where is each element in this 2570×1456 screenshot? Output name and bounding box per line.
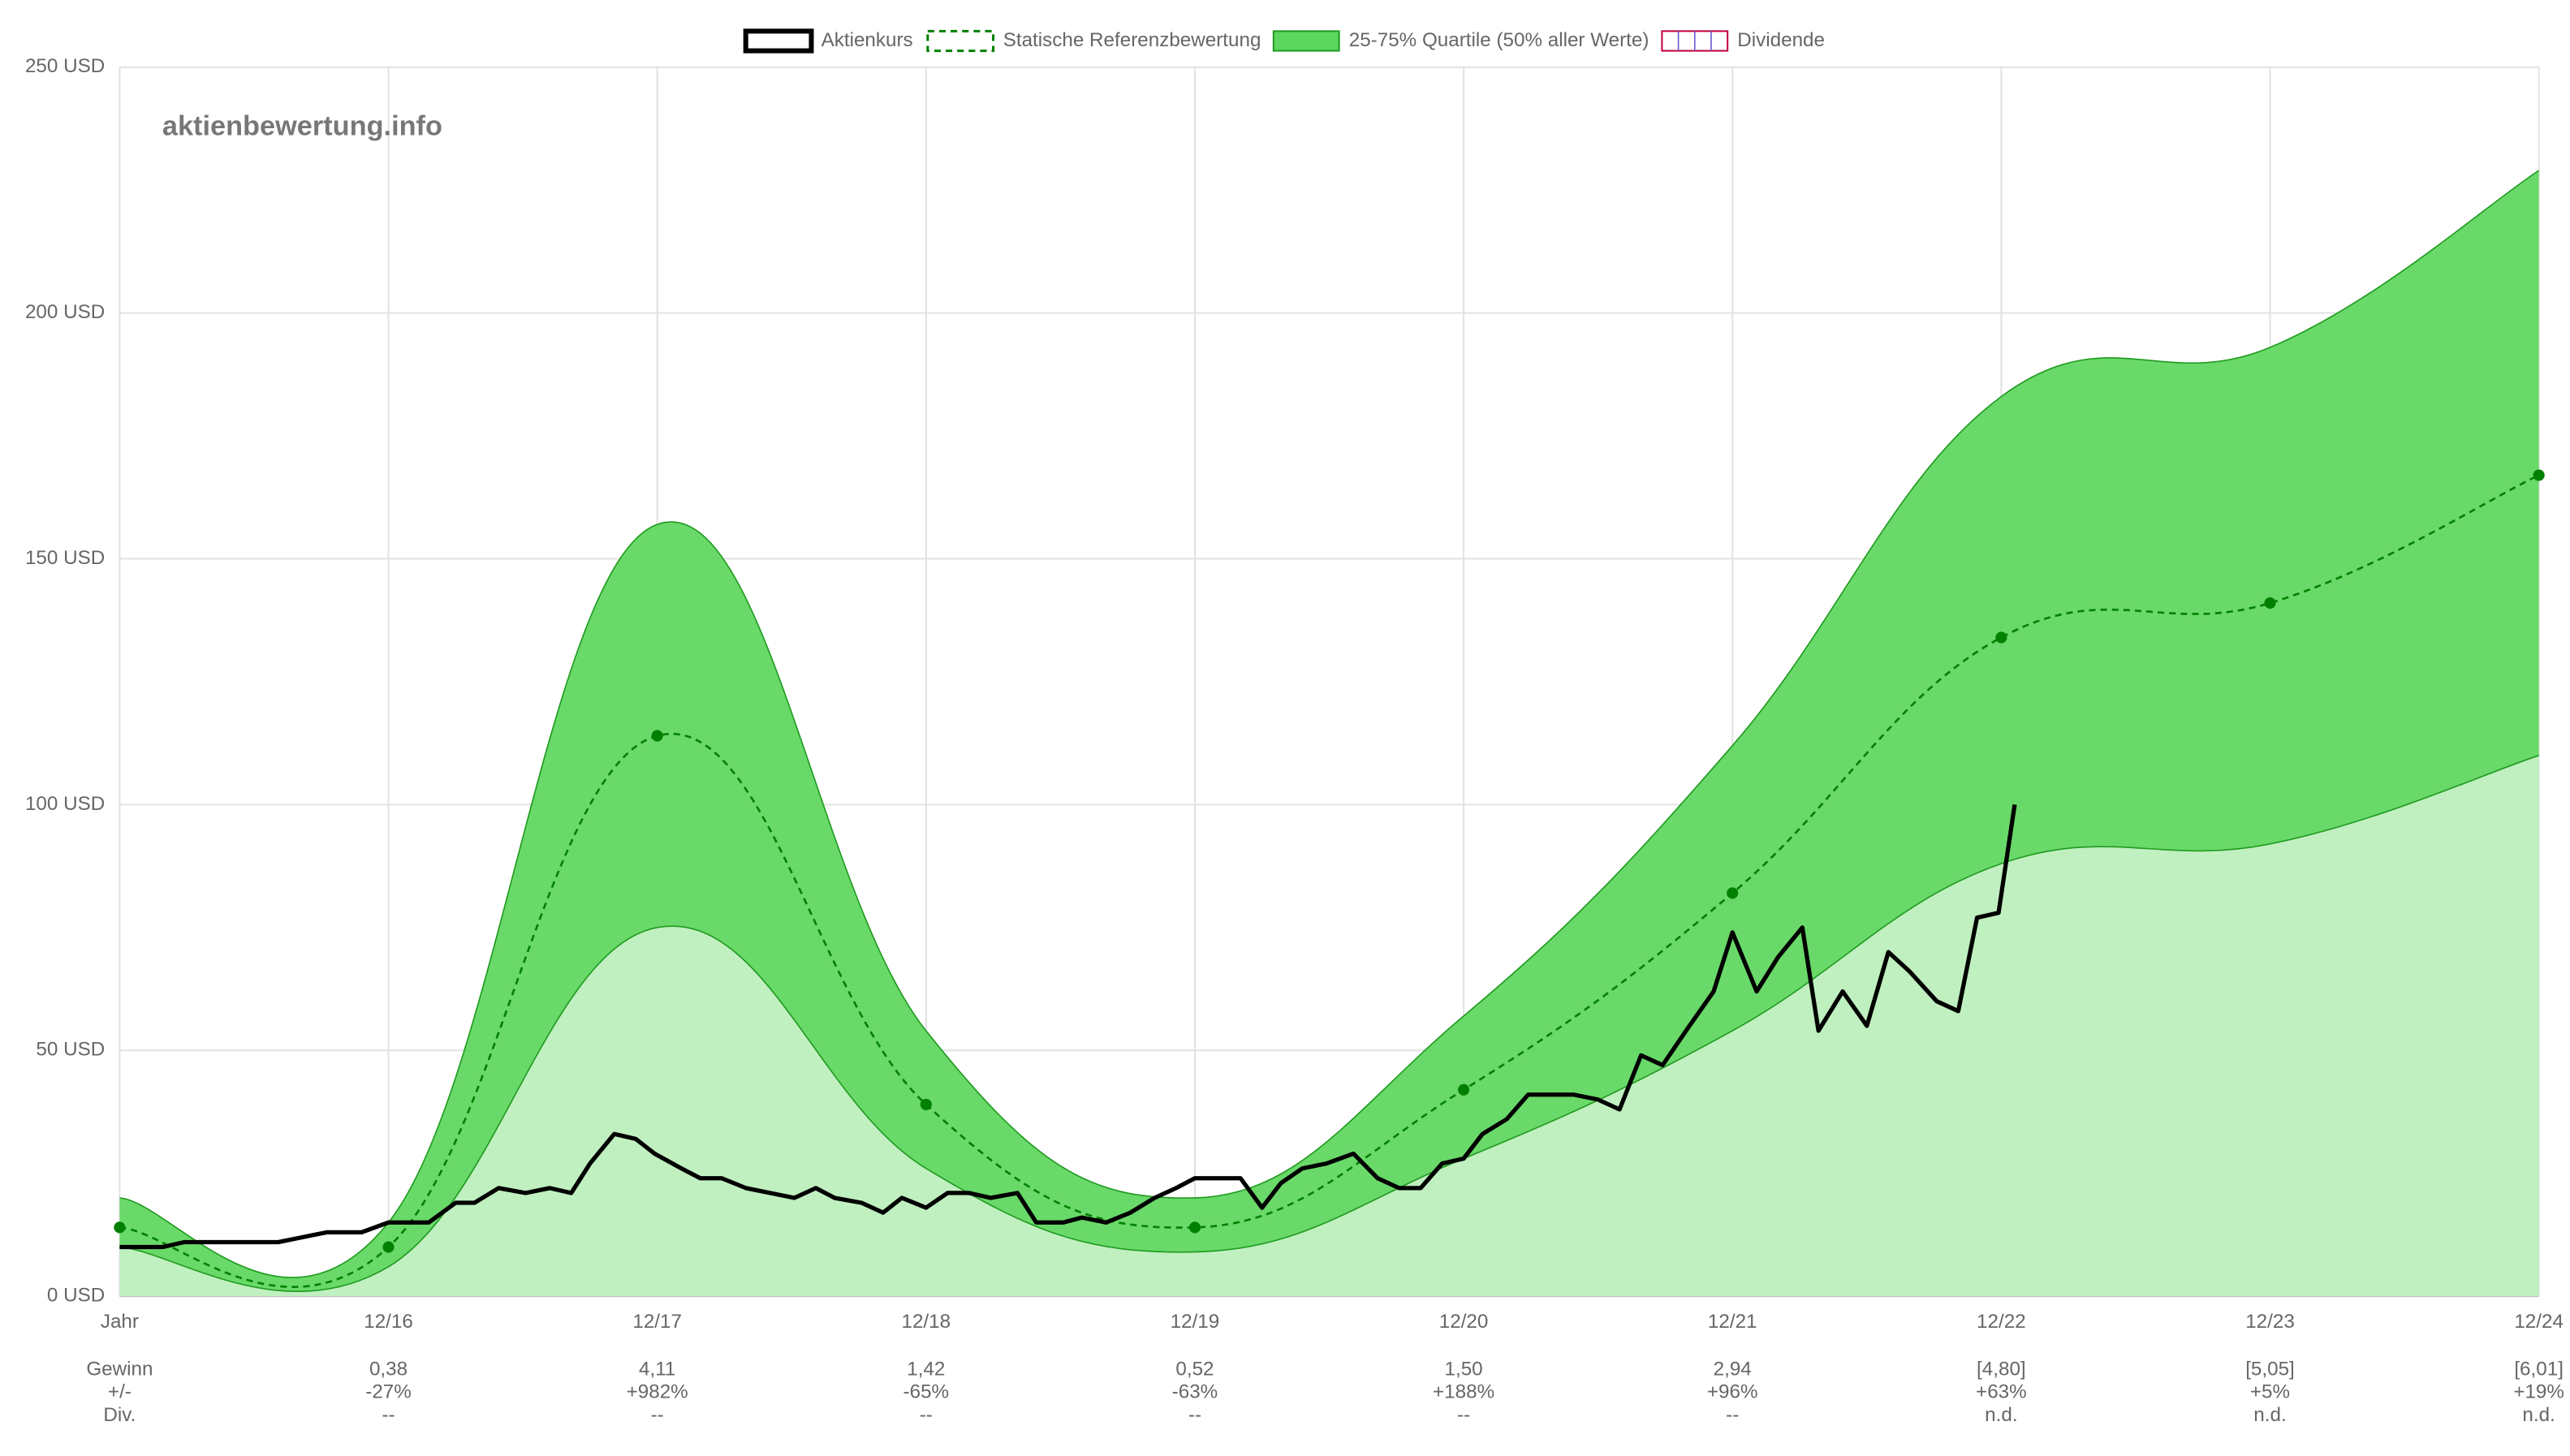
y-tick-label: 150 USD — [25, 547, 105, 569]
reference-point — [1188, 1221, 1201, 1234]
table-cell: 2,94 — [1714, 1358, 1752, 1380]
table-cell: +19% — [2513, 1381, 2564, 1403]
table-cell: 4,11 — [639, 1358, 675, 1380]
table-cell: +982% — [627, 1381, 688, 1403]
table-cell: 0,38 — [369, 1358, 407, 1380]
table-cell: -- — [920, 1404, 933, 1426]
y-tick-label: 100 USD — [25, 793, 105, 815]
table-cell: +5% — [2250, 1381, 2290, 1403]
table-cell: n.d. — [1985, 1404, 2017, 1426]
price-line — [119, 804, 2017, 1250]
legend-swatch — [743, 28, 814, 54]
lower-area — [119, 755, 2539, 1297]
reference-point — [920, 1098, 932, 1110]
x-tick-label: 12/22 — [1977, 1311, 2026, 1333]
table-cell: -- — [382, 1404, 395, 1426]
x-tick-label: 12/23 — [2245, 1311, 2295, 1333]
legend-label: Aktienkurs — [821, 29, 913, 51]
labels: 0 USD 50 USD 100 USD 150 USD 200 USD 250 USD J… — [25, 28, 2564, 1426]
y-tick-label: 250 USD — [25, 55, 105, 77]
x-tick-label: Jahr — [101, 1311, 139, 1333]
table-cell: 1,42 — [907, 1358, 945, 1380]
table-cell: n.d. — [2522, 1404, 2555, 1426]
y-tick-label: 0 USD — [47, 1285, 105, 1307]
reference-point — [1727, 887, 1739, 899]
reference-point — [382, 1241, 395, 1253]
band-upper — [119, 170, 2540, 1278]
table-cell: 0,52 — [1175, 1358, 1214, 1380]
table-cell: [6,01] — [2514, 1358, 2564, 1380]
reference-line — [119, 474, 2540, 1288]
band-lower — [119, 755, 2539, 1293]
table-row-label: +/- — [108, 1381, 132, 1403]
table-cell: -- — [651, 1404, 664, 1426]
watermark: aktienbewertung.info — [162, 111, 442, 142]
table-cell: [5,05] — [2245, 1358, 2295, 1380]
x-tick-label: 12/20 — [1439, 1311, 1489, 1333]
reference-point — [2264, 597, 2276, 610]
x-tick-label: 12/19 — [1171, 1311, 1220, 1333]
table-cell: -- — [1188, 1404, 1201, 1426]
legend-label: Statische Referenzbewertung — [1003, 29, 1261, 51]
y-tick-label: 50 USD — [36, 1039, 105, 1061]
table-cell: -- — [1726, 1404, 1739, 1426]
x-tick-label: 12/24 — [2514, 1311, 2564, 1333]
x-tick-label: 12/18 — [902, 1311, 951, 1333]
table-cell: +188% — [1433, 1381, 1494, 1403]
legend-label: Dividende — [1737, 29, 1825, 51]
reference-point — [2533, 469, 2545, 481]
reference-point — [1995, 631, 2007, 644]
table-cell: -- — [1457, 1404, 1470, 1426]
table-cell: +96% — [1707, 1381, 1758, 1403]
reference-point — [651, 730, 663, 742]
table-cell: 1,50 — [1445, 1358, 1483, 1380]
table-cell: -27% — [365, 1381, 412, 1403]
table-cell: [4,80] — [1977, 1358, 2026, 1380]
table-row-label: Div. — [103, 1404, 136, 1426]
reference-point — [114, 1221, 126, 1234]
table-cell: -63% — [1172, 1381, 1218, 1403]
legend-swatch — [926, 29, 995, 53]
marks — [114, 170, 2545, 1297]
x-tick-label: 12/17 — [632, 1311, 682, 1333]
table-row-label: Gewinn — [86, 1358, 153, 1380]
y-tick-label: 200 USD — [25, 301, 105, 323]
reference-point — [1458, 1083, 1470, 1096]
table-cell: +63% — [1976, 1381, 2027, 1403]
band-fill — [119, 170, 2539, 1292]
legend-label: 25-75% Quartile (50% aller Werte) — [1349, 29, 1649, 51]
legend-swatch — [1272, 30, 1340, 52]
table-cell: n.d. — [2253, 1404, 2286, 1426]
x-tick-label: 12/16 — [364, 1311, 413, 1333]
x-tick-label: 12/21 — [1708, 1311, 1757, 1333]
table-cell: -65% — [903, 1381, 950, 1403]
